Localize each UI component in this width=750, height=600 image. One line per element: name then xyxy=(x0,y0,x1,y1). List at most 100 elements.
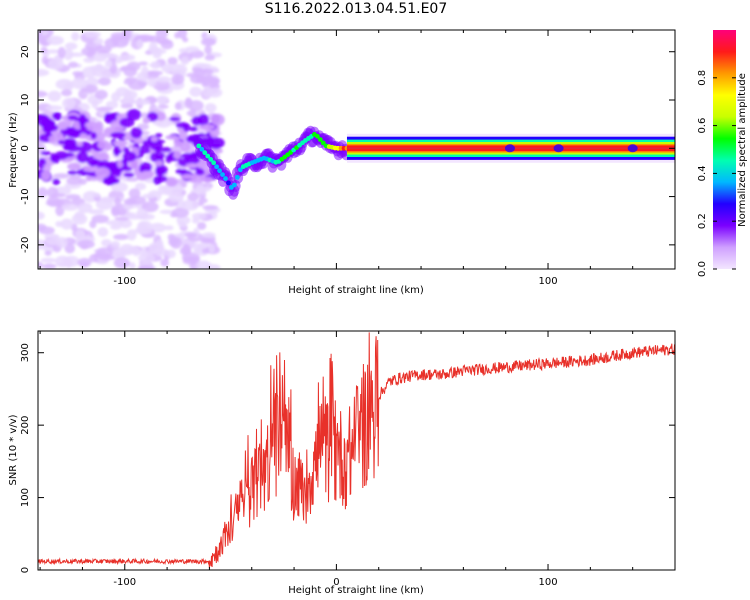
noise-blob xyxy=(182,256,201,262)
noise-blob xyxy=(110,224,122,230)
y-tick-label: 20 xyxy=(20,45,31,58)
noise-blob xyxy=(159,209,175,215)
band-blob xyxy=(41,170,51,181)
band-blob xyxy=(40,151,51,156)
noise-blob xyxy=(38,223,47,231)
band-blob xyxy=(167,179,176,185)
band-blob xyxy=(155,165,168,175)
noise-blob xyxy=(113,233,130,241)
noise-blob xyxy=(201,37,216,47)
ridge-core xyxy=(314,133,320,139)
noise-blob xyxy=(78,178,87,185)
x-tick-label: -100 xyxy=(113,577,136,588)
noise-blob xyxy=(208,244,216,254)
noise-blob xyxy=(93,37,104,46)
band-blob xyxy=(191,116,203,126)
noise-blob xyxy=(45,49,61,54)
noise-blob xyxy=(126,229,137,241)
band-blob xyxy=(182,123,191,132)
noise-blob xyxy=(42,263,57,269)
colorbar-tick-label: 0.4 xyxy=(697,165,708,181)
noise-blob xyxy=(189,108,197,119)
band-blob xyxy=(189,126,198,132)
noise-blob xyxy=(137,123,150,130)
band-blob xyxy=(195,168,205,176)
band-blob xyxy=(150,136,158,142)
noise-blob xyxy=(77,202,93,214)
noise-blob xyxy=(57,46,66,59)
colorbar-label: Normalized spectral amplitude xyxy=(737,73,748,227)
band-blob xyxy=(173,150,182,160)
noise-blob xyxy=(152,50,162,59)
noise-blob xyxy=(65,194,81,200)
ridge-core xyxy=(231,182,237,188)
noise-blob xyxy=(128,196,147,205)
noise-blob xyxy=(103,73,112,79)
snr-frame xyxy=(37,330,676,571)
x-tick-label: 100 xyxy=(538,577,557,588)
noise-blob xyxy=(92,192,100,198)
noise-blob xyxy=(184,98,193,109)
snr-x-axis-label: Height of straight line (km) xyxy=(288,585,424,596)
y-tick-label: 200 xyxy=(20,416,31,435)
noise-blob xyxy=(160,40,174,50)
noise-blob xyxy=(195,184,205,193)
noise-blob xyxy=(98,77,111,86)
noise-blob xyxy=(150,61,162,70)
noise-blob xyxy=(138,61,149,66)
noise-blob xyxy=(128,262,136,269)
noise-blob xyxy=(97,255,115,261)
noise-blob xyxy=(64,243,76,254)
band-blob xyxy=(48,135,57,144)
noise-blob xyxy=(184,232,198,238)
band-blob xyxy=(121,158,128,165)
noise-blob xyxy=(147,77,158,87)
y-tick-label: 0 xyxy=(20,145,31,151)
noise-blob xyxy=(41,30,49,36)
ridge-core xyxy=(226,180,231,186)
band-blob xyxy=(165,135,178,140)
colorbar: 0.0 0.2 0.4 0.6 0.8 Normalized spectral ampl… xyxy=(697,30,748,277)
band-blob xyxy=(123,172,135,178)
band-blob xyxy=(181,152,194,160)
ridge-core xyxy=(320,140,326,146)
band-blob xyxy=(53,111,62,121)
noise-blob xyxy=(128,80,146,91)
noise-blob xyxy=(105,100,119,109)
noise-blob xyxy=(75,229,86,241)
noise-blob xyxy=(168,192,184,203)
noise-blob xyxy=(92,52,107,63)
colorbar-tick-label: 0.6 xyxy=(697,118,708,134)
noise-blob xyxy=(110,240,121,249)
band-blob xyxy=(169,117,181,122)
ridge-core xyxy=(211,160,217,166)
noise-blob xyxy=(134,182,147,191)
noise-blob xyxy=(71,77,88,90)
noise-blob xyxy=(141,201,159,213)
band-blob xyxy=(42,125,53,134)
band-blob xyxy=(210,113,225,126)
noise-blob xyxy=(77,239,95,249)
noise-blob xyxy=(95,198,114,211)
noise-blob xyxy=(45,105,63,111)
noise-blob xyxy=(140,112,149,119)
noise-blob xyxy=(204,54,216,61)
noise-blob xyxy=(191,212,207,220)
noise-blob xyxy=(201,232,216,238)
noise-blob xyxy=(202,205,219,210)
noise-blob xyxy=(193,68,206,76)
noise-blob xyxy=(204,45,212,55)
noise-blob xyxy=(60,218,74,230)
band-blob xyxy=(104,142,113,151)
band-blob xyxy=(210,143,222,150)
band-blob xyxy=(52,178,61,186)
band-blob xyxy=(139,144,152,154)
noise-blob xyxy=(83,57,95,63)
ridge-core xyxy=(202,150,208,156)
noise-blob xyxy=(46,196,61,207)
band-blob xyxy=(146,111,159,122)
noise-blob xyxy=(105,220,124,226)
colorbar-ticks: 0.0 0.2 0.4 0.6 0.8 xyxy=(697,70,736,277)
ridge-core xyxy=(317,137,323,143)
